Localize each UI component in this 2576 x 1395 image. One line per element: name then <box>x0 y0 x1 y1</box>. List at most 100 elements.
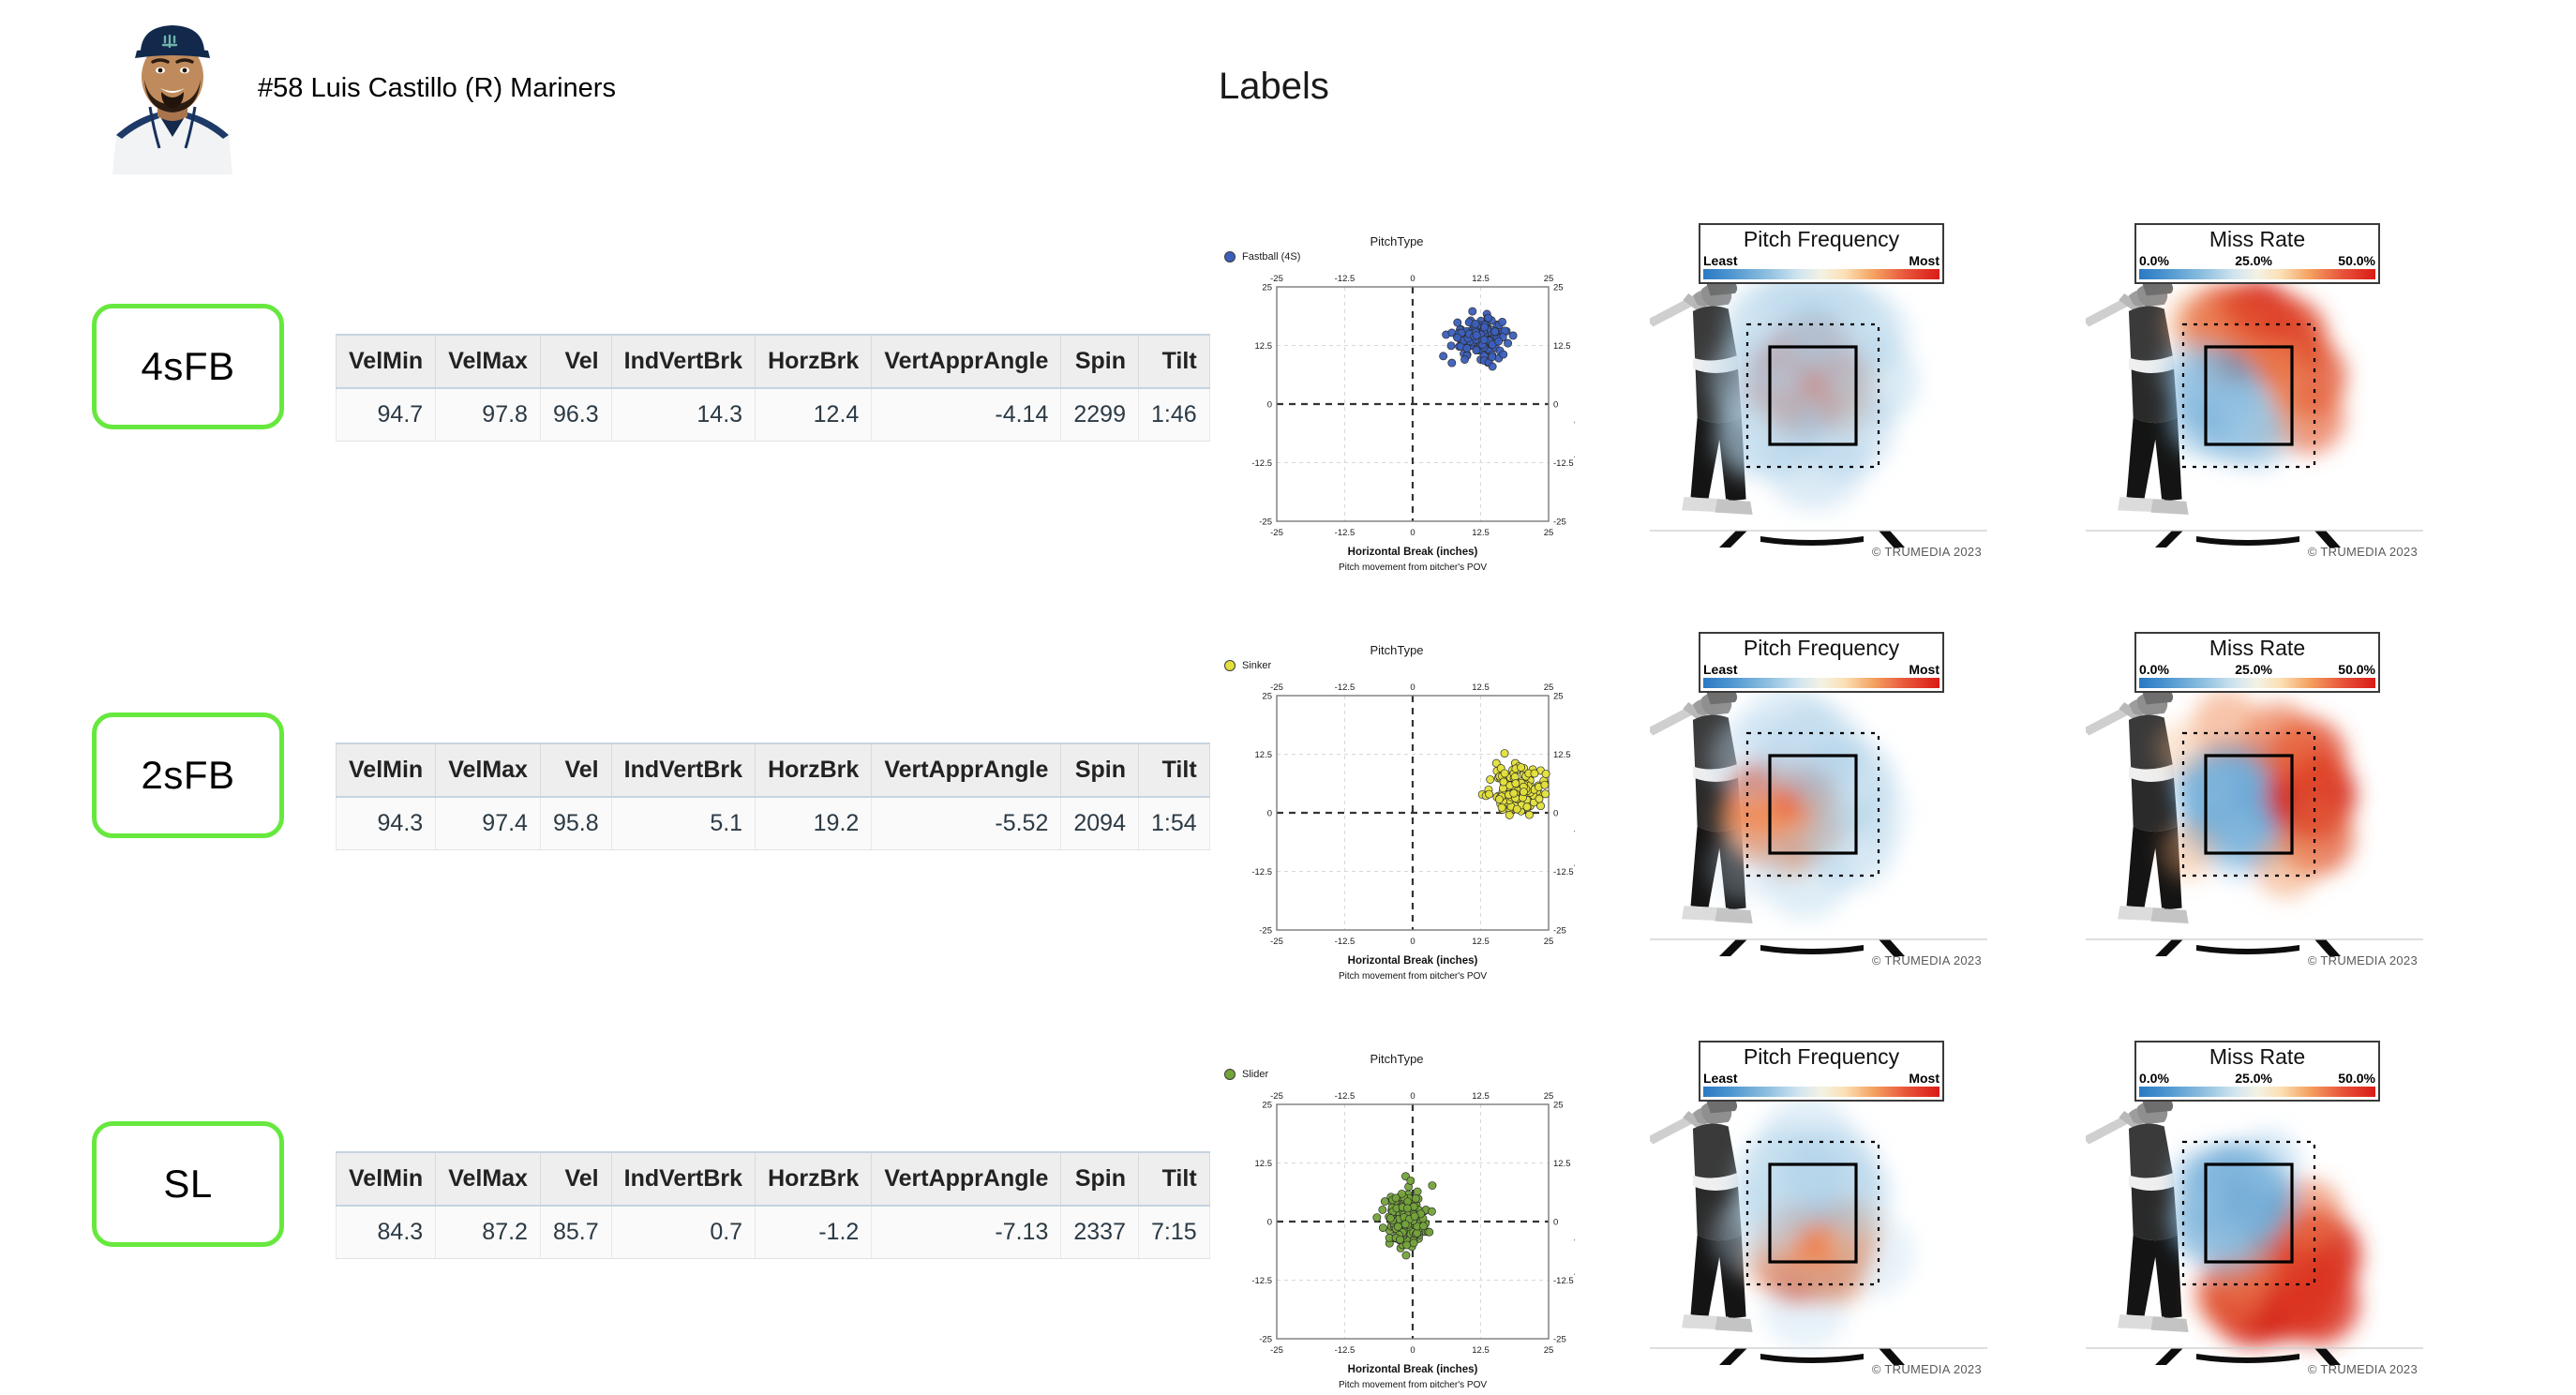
column-header-spin[interactable]: Spin <box>1060 742 1139 798</box>
scatter-point <box>1385 1214 1395 1222</box>
trumedia-watermark: © TRUMEDIA 2023 <box>1871 953 1982 968</box>
x-axis-label: Horizontal Break (inches) <box>1348 547 1478 558</box>
scatter-title: PitchType <box>1370 643 1424 657</box>
cell-spin: 2337 <box>1060 1206 1139 1259</box>
pitch-metrics-table: VelMin VelMax Vel IndVertBrk HorzBrk VertAppr… <box>335 334 1210 442</box>
svg-text:25: 25 <box>1544 1345 1554 1356</box>
svg-text:-25: -25 <box>1270 274 1283 284</box>
scatter-point <box>1517 763 1526 772</box>
svg-text:12.5: 12.5 <box>1472 937 1490 947</box>
scatter-point <box>1511 779 1520 788</box>
pitch-type-badge-sl[interactable]: SL <box>92 1121 284 1247</box>
scatter-title: PitchType <box>1370 1052 1424 1066</box>
player-headshot-image <box>79 17 266 174</box>
column-header-spin[interactable]: Spin <box>1060 334 1139 389</box>
miss-rate-heatmap: Miss Rate 0.0% 25.0% 50.0% © TRUMEDIA 2023 <box>2086 1039 2423 1388</box>
scatter-point <box>1499 777 1508 787</box>
column-header-horzbrk[interactable]: HorzBrk <box>755 742 873 798</box>
svg-text:-25: -25 <box>1553 1335 1566 1345</box>
svg-text:12.5: 12.5 <box>1472 528 1490 538</box>
pitch-frequency-heatmap: Pitch Frequency Least Most © TRUMEDIA 2023 <box>1650 221 1987 570</box>
column-header-velmax[interactable]: VelMax <box>435 1151 541 1207</box>
column-header-velmin[interactable]: VelMin <box>335 742 437 798</box>
svg-text:-25: -25 <box>1553 518 1566 528</box>
legend-title: Pitch Frequency <box>1743 1044 1900 1069</box>
scatter-legend[interactable]: Slider <box>1224 1069 1268 1080</box>
column-header-vertapprangle[interactable]: VertApprAngle <box>871 334 1062 389</box>
column-header-indvertbrk[interactable]: IndVertBrk <box>610 742 756 798</box>
column-header-tilt[interactable]: Tilt <box>1137 334 1210 389</box>
strike-zone-heatmap-svg <box>1650 684 1987 956</box>
column-header-vertapprangle[interactable]: VertApprAngle <box>871 1151 1062 1207</box>
column-header-indvertbrk[interactable]: IndVertBrk <box>610 334 756 389</box>
column-header-velmax[interactable]: VelMax <box>435 334 541 389</box>
scatter-title: PitchType <box>1370 234 1424 248</box>
svg-text:-25: -25 <box>1270 937 1283 947</box>
table-row: 94.7 97.8 96.3 14.3 12.4 -4.14 2299 1:46 <box>335 388 1210 442</box>
pitch-type-badge-4sfb[interactable]: 4sFB <box>92 304 284 429</box>
pitch-type-label: SL <box>163 1162 213 1206</box>
column-header-vel[interactable]: Vel <box>539 1151 612 1207</box>
svg-text:0: 0 <box>1267 1218 1272 1228</box>
home-plate-icon <box>2086 530 2423 548</box>
color-scale-gradient <box>2139 269 2375 279</box>
svg-text:-12.5: -12.5 <box>1251 458 1272 469</box>
table-header-row: VelMin VelMax Vel IndVertBrk HorzBrk VertAppr… <box>335 742 1210 798</box>
column-header-velmax[interactable]: VelMax <box>435 742 541 798</box>
color-scale-gradient <box>1703 678 1939 688</box>
scatter-point <box>1427 1207 1436 1216</box>
cell-velmax: 97.8 <box>435 388 541 442</box>
pitch-metrics-table: VelMin VelMax Vel IndVertBrk HorzBrk VertAppr… <box>335 742 1210 850</box>
cell-tilt: 7:15 <box>1137 1206 1210 1259</box>
scatter-point <box>1486 775 1495 784</box>
pitch-frequency-heatmap-legend: Pitch Frequency Least Most <box>1699 223 1944 284</box>
column-header-horzbrk[interactable]: HorzBrk <box>755 1151 873 1207</box>
scatter-point <box>1485 789 1494 799</box>
svg-text:0: 0 <box>1410 274 1415 284</box>
svg-text:0: 0 <box>1410 528 1415 538</box>
column-header-tilt[interactable]: Tilt <box>1137 1151 1210 1207</box>
scatter-point <box>1540 780 1550 789</box>
legend-ticks: Least Most <box>1700 662 1942 677</box>
cell-velmax: 87.2 <box>435 1206 541 1259</box>
column-header-spin[interactable]: Spin <box>1060 1151 1139 1207</box>
pitch-type-label: 2sFB <box>141 753 235 797</box>
column-header-vertapprangle[interactable]: VertApprAngle <box>871 742 1062 798</box>
scatter-point <box>1402 1240 1412 1250</box>
scatter-caption: Pitch movement from pitcher's POV <box>1339 971 1487 979</box>
home-plate-icon <box>1650 938 1987 956</box>
svg-text:-12.5: -12.5 <box>1335 1091 1355 1102</box>
column-header-vel[interactable]: Vel <box>539 334 612 389</box>
pitch-type-badge-2sfb[interactable]: 2sFB <box>92 712 284 838</box>
scatter-point <box>1400 1220 1410 1229</box>
extended-strike-zone <box>2181 1140 2316 1286</box>
scatter-point <box>1498 317 1506 326</box>
batter-silhouette-icon <box>1650 1094 1753 1333</box>
scatter-point <box>1500 749 1509 758</box>
column-header-velmin[interactable]: VelMin <box>335 334 437 389</box>
scatter-point <box>1393 1222 1402 1231</box>
column-header-tilt[interactable]: Tilt <box>1137 742 1210 798</box>
pitch-frequency-heatmap: Pitch Frequency Least Most © TRUMEDIA 2023 <box>1650 1039 1987 1388</box>
scatter-legend[interactable]: Fastball (4S) <box>1224 251 1300 262</box>
svg-text:-12.5: -12.5 <box>1251 867 1272 878</box>
column-header-horzbrk[interactable]: HorzBrk <box>755 334 873 389</box>
strike-zone-box <box>2204 1162 2294 1264</box>
svg-text:25: 25 <box>1553 692 1564 702</box>
column-header-vel[interactable]: Vel <box>539 742 612 798</box>
column-header-velmin[interactable]: VelMin <box>335 1151 437 1207</box>
svg-text:25: 25 <box>1553 1101 1564 1111</box>
scatter-point <box>1505 810 1514 819</box>
pitch-type-label: 4sFB <box>141 344 235 388</box>
y-axis-label: Vertical Break (inches) <box>1574 758 1575 868</box>
column-header-indvertbrk[interactable]: IndVertBrk <box>610 1151 756 1207</box>
trumedia-watermark: © TRUMEDIA 2023 <box>2307 545 2418 559</box>
extended-strike-zone <box>1745 731 1880 878</box>
cell-velmin: 94.7 <box>335 388 437 442</box>
scatter-legend[interactable]: Sinker <box>1224 660 1271 671</box>
legend-title: Miss Rate <box>2209 227 2306 251</box>
legend-ticks: 0.0% 25.0% 50.0% <box>2136 1071 2378 1086</box>
scatter-point <box>1479 336 1489 344</box>
